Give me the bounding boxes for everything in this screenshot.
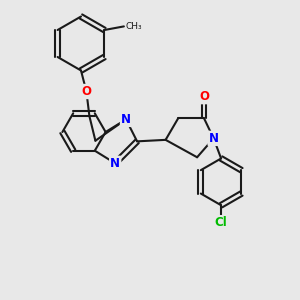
Text: Cl: Cl <box>215 216 227 229</box>
Text: O: O <box>199 90 209 103</box>
Text: O: O <box>81 85 92 98</box>
Text: N: N <box>208 132 219 145</box>
Text: N: N <box>121 113 131 126</box>
Text: N: N <box>110 157 120 170</box>
Text: CH₃: CH₃ <box>126 22 142 31</box>
